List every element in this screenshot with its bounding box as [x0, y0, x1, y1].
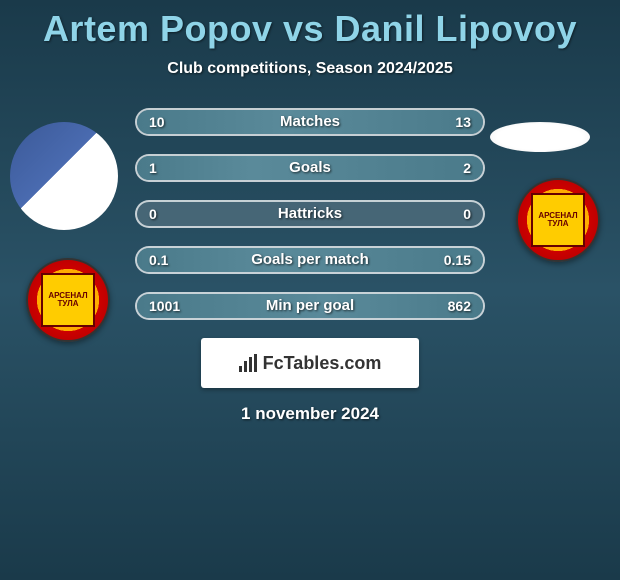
club-badge-right: АРСЕНАЛ ТУЛА	[516, 178, 600, 262]
stat-label: Matches	[137, 110, 483, 134]
stat-label: Min per goal	[137, 294, 483, 318]
comparison-title: Artem Popov vs Danil Lipovoy	[0, 0, 620, 50]
stat-label: Goals per match	[137, 248, 483, 272]
club-badge-left-text: АРСЕНАЛ ТУЛА	[48, 292, 87, 308]
brand-text: FcTables.com	[263, 353, 382, 374]
stat-label: Goals	[137, 156, 483, 180]
stat-row: 0.10.15Goals per match	[135, 246, 485, 274]
club-badge-left: АРСЕНАЛ ТУЛА	[26, 258, 110, 342]
stats-container: 1013Matches 12Goals 00Hattricks 0.10.15Goal…	[135, 108, 485, 320]
stat-row: 12Goals	[135, 154, 485, 182]
snapshot-date: 1 november 2024	[0, 404, 620, 424]
player-right-avatar	[490, 122, 590, 152]
stat-row: 1013Matches	[135, 108, 485, 136]
club-badge-right-inner: АРСЕНАЛ ТУЛА	[531, 193, 585, 247]
brand-logo[interactable]: FcTables.com	[201, 338, 419, 388]
stat-row: 00Hattricks	[135, 200, 485, 228]
stat-row: 1001862Min per goal	[135, 292, 485, 320]
comparison-subtitle: Club competitions, Season 2024/2025	[0, 60, 620, 78]
bars-icon	[239, 354, 259, 372]
player-left-avatar: f	[10, 122, 118, 230]
stat-label: Hattricks	[137, 202, 483, 226]
club-badge-left-inner: АРСЕНАЛ ТУЛА	[41, 273, 95, 327]
facebook-icon: f	[69, 144, 96, 230]
club-badge-right-text: АРСЕНАЛ ТУЛА	[538, 212, 577, 228]
